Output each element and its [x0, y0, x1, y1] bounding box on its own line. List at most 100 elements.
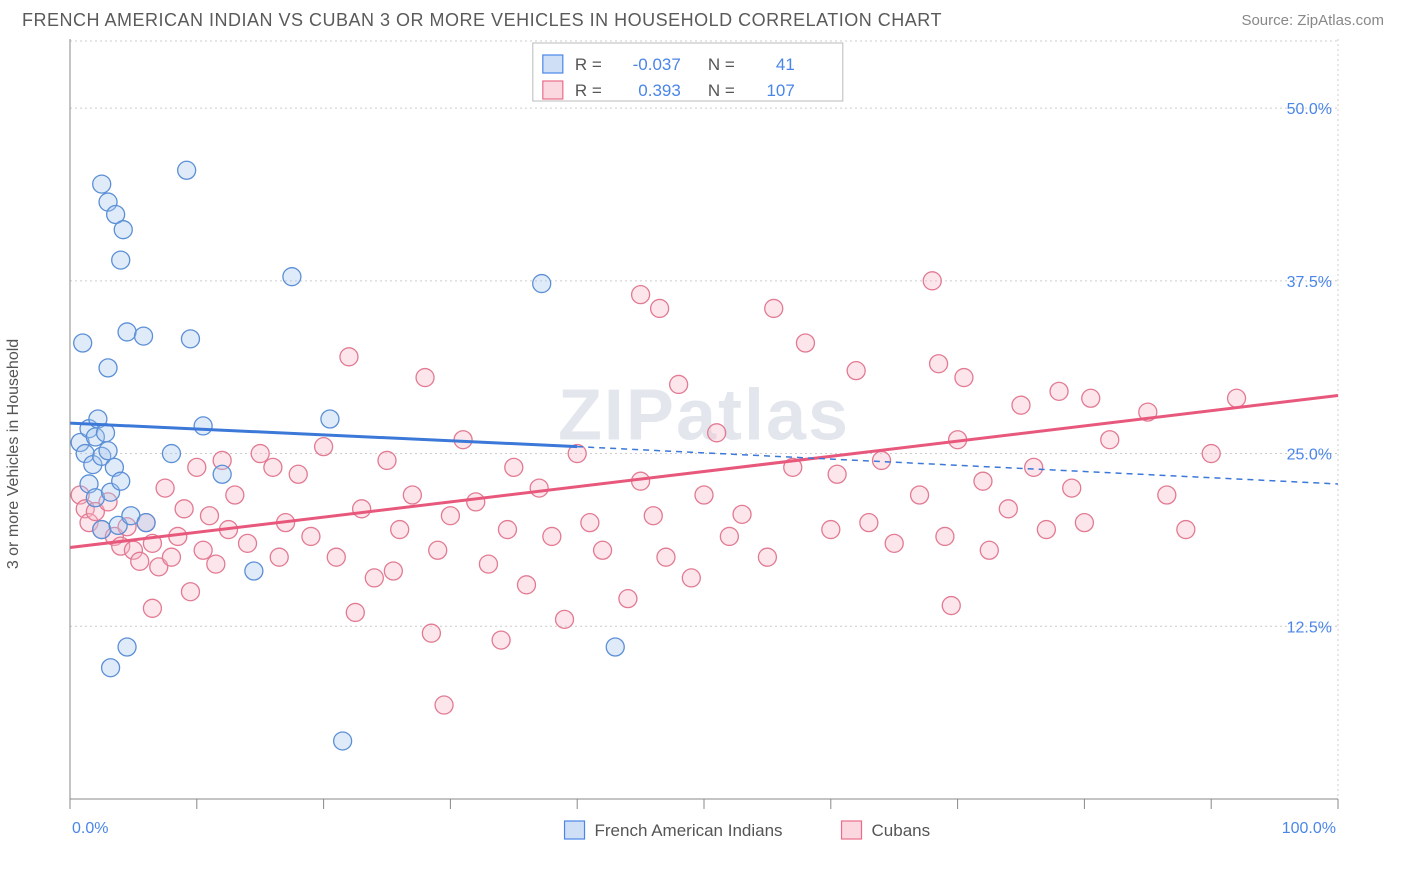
chart-title: FRENCH AMERICAN INDIAN VS CUBAN 3 OR MOR… — [22, 10, 942, 31]
data-point-french-american-indian — [112, 251, 130, 269]
legend-swatch — [565, 821, 585, 839]
legend-series-label: Cubans — [872, 821, 931, 840]
x-tick-label: 100.0% — [1282, 820, 1336, 837]
data-point-cuban — [175, 500, 193, 518]
data-point-cuban — [847, 362, 865, 380]
data-point-cuban — [1177, 521, 1195, 539]
data-point-cuban — [1101, 431, 1119, 449]
data-point-cuban — [999, 500, 1017, 518]
data-point-cuban — [1075, 514, 1093, 532]
data-point-cuban — [980, 541, 998, 559]
legend-swatch — [543, 55, 563, 73]
data-point-french-american-indian — [114, 221, 132, 239]
data-point-cuban — [1158, 486, 1176, 504]
data-point-french-american-indian — [213, 465, 231, 483]
data-point-cuban — [162, 548, 180, 566]
source-label: Source: ZipAtlas.com — [1241, 12, 1384, 29]
data-point-french-american-indian — [283, 268, 301, 286]
legend-swatch — [543, 81, 563, 99]
data-point-cuban — [708, 424, 726, 442]
data-point-cuban — [505, 458, 523, 476]
data-point-cuban — [131, 552, 149, 570]
data-point-cuban — [828, 465, 846, 483]
data-point-cuban — [467, 493, 485, 511]
data-point-cuban — [860, 514, 878, 532]
watermark: ZIPatlas — [558, 376, 850, 456]
data-point-cuban — [885, 534, 903, 552]
data-point-cuban — [340, 348, 358, 366]
data-point-cuban — [315, 438, 333, 456]
data-point-cuban — [720, 527, 738, 545]
data-point-cuban — [226, 486, 244, 504]
data-point-french-american-indian — [74, 334, 92, 352]
data-point-cuban — [416, 369, 434, 387]
data-point-cuban — [930, 355, 948, 373]
y-axis-label: 3 or more Vehicles in Household — [5, 339, 23, 569]
data-point-cuban — [239, 534, 257, 552]
data-point-french-american-indian — [93, 175, 111, 193]
data-point-cuban — [822, 521, 840, 539]
data-point-cuban — [942, 597, 960, 615]
data-point-cuban — [207, 555, 225, 573]
legend-r-value: -0.037 — [633, 55, 681, 74]
data-point-french-american-indian — [102, 659, 120, 677]
data-point-french-american-indian — [194, 417, 212, 435]
data-point-french-american-indian — [162, 445, 180, 463]
data-point-cuban — [194, 541, 212, 559]
y-tick-label: 12.5% — [1287, 619, 1332, 636]
data-point-cuban — [1228, 389, 1246, 407]
trendline-french-dashed — [577, 447, 1338, 484]
data-point-cuban — [302, 527, 320, 545]
data-point-cuban — [384, 562, 402, 580]
data-point-cuban — [644, 507, 662, 525]
legend-n-value: 41 — [776, 55, 795, 74]
data-point-cuban — [733, 505, 751, 523]
data-point-cuban — [657, 548, 675, 566]
data-point-cuban — [422, 624, 440, 642]
data-point-cuban — [1082, 389, 1100, 407]
data-point-cuban — [796, 334, 814, 352]
data-point-cuban — [391, 521, 409, 539]
data-point-french-american-indian — [99, 442, 117, 460]
data-point-cuban — [181, 583, 199, 601]
data-point-french-american-indian — [181, 330, 199, 348]
data-point-cuban — [594, 541, 612, 559]
data-point-cuban — [923, 272, 941, 290]
data-point-cuban — [543, 527, 561, 545]
x-tick-label: 0.0% — [72, 820, 108, 837]
data-point-cuban — [264, 458, 282, 476]
data-point-french-american-indian — [135, 327, 153, 345]
legend-n-label: N = — [708, 55, 735, 74]
data-point-french-american-indian — [245, 562, 263, 580]
data-point-cuban — [1012, 396, 1030, 414]
data-point-cuban — [632, 286, 650, 304]
data-point-french-american-indian — [321, 410, 339, 428]
data-point-cuban — [1050, 382, 1068, 400]
legend-n-label: N = — [708, 81, 735, 100]
data-point-cuban — [581, 514, 599, 532]
data-point-cuban — [143, 599, 161, 617]
y-tick-label: 50.0% — [1287, 101, 1332, 118]
legend-r-value: 0.393 — [638, 81, 681, 100]
y-tick-label: 25.0% — [1287, 447, 1332, 464]
data-point-cuban — [479, 555, 497, 573]
data-point-cuban — [758, 548, 776, 566]
data-point-cuban — [270, 548, 288, 566]
title-bar: FRENCH AMERICAN INDIAN VS CUBAN 3 OR MOR… — [0, 0, 1406, 39]
data-point-french-american-indian — [533, 275, 551, 293]
data-point-cuban — [955, 369, 973, 387]
legend-r-label: R = — [575, 55, 602, 74]
data-point-cuban — [911, 486, 929, 504]
data-point-cuban — [873, 451, 891, 469]
data-point-french-american-indian — [606, 638, 624, 656]
data-point-cuban — [1037, 521, 1055, 539]
data-point-cuban — [1025, 458, 1043, 476]
data-point-cuban — [682, 569, 700, 587]
data-point-cuban — [346, 603, 364, 621]
data-point-cuban — [556, 610, 574, 628]
data-point-french-american-indian — [334, 732, 352, 750]
y-tick-label: 37.5% — [1287, 274, 1332, 291]
data-point-cuban — [156, 479, 174, 497]
data-point-cuban — [435, 696, 453, 714]
data-point-cuban — [517, 576, 535, 594]
